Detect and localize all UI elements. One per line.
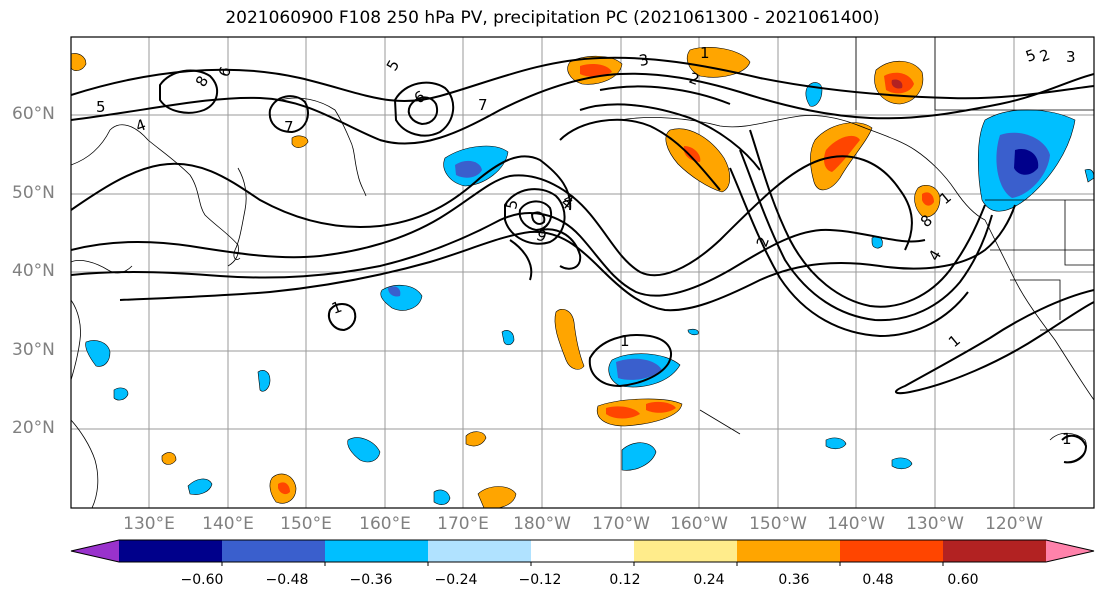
colorbar-extend-low (71, 540, 119, 562)
colorbar-segment (222, 540, 326, 562)
colorbar-segment (325, 540, 429, 562)
lon-label: 150°W (749, 514, 807, 534)
colorbar-segment (428, 540, 532, 562)
colorbar-tick-label: −0.12 (518, 572, 562, 588)
contour-label: 5 (502, 198, 521, 211)
lon-label: 150°E (280, 514, 332, 534)
lon-label: 140°W (827, 514, 885, 534)
lon-label: 140°E (202, 514, 254, 534)
colorbar-tick-label: 0.12 (609, 572, 641, 588)
lon-label: 160°E (359, 514, 411, 534)
precip-positive-regions (71, 47, 941, 508)
contour-label: 6 (215, 64, 235, 79)
contour-label: 5 (96, 98, 106, 116)
colorbar-segment (119, 540, 223, 562)
lat-label: 30°N (12, 340, 55, 360)
map-frame-content: 5 4 6 7 8 6 7 5 4 3 2 1 6 4 5 1 2 1 8 1 … (71, 37, 1094, 508)
lon-label: 130°E (123, 514, 175, 534)
contour-label: 1 (945, 331, 964, 351)
pv-contours (71, 56, 1094, 464)
contour-label: 5 (1023, 46, 1038, 66)
colorbar-extend-high (1046, 540, 1094, 562)
colorbar-tick-label: −0.24 (434, 572, 478, 588)
colorbar-segment (737, 540, 841, 562)
colorbar-segment (531, 540, 635, 562)
colorbar-outline (70, 539, 1095, 563)
map-border (70, 36, 1095, 509)
contour-label: 1 (329, 298, 344, 318)
precip-negative-regions (85, 82, 1094, 505)
lon-label: 170°E (437, 514, 489, 534)
colorbar-segment (943, 540, 1047, 562)
colorbar-tick-label: 0.36 (778, 572, 810, 588)
lat-label: 20°N (12, 418, 55, 438)
colorbar (70, 539, 1095, 566)
contour-label: 3 (1066, 48, 1076, 66)
contour-label: 1 (700, 44, 710, 62)
coastlines (71, 37, 1094, 508)
lat-label: 50°N (12, 183, 55, 203)
graticule (71, 37, 1094, 508)
colorbar-tick-label: 0.48 (862, 572, 894, 588)
contour-label: 3 (638, 51, 651, 70)
contour-label: 1 (620, 332, 630, 350)
figure-title: 2021060900 F108 250 hPa PV, precipitatio… (225, 8, 880, 28)
contour-label: 2 (753, 234, 773, 249)
colorbar-tick-label: −0.48 (265, 572, 309, 588)
colorbar-tick-label: 0.60 (947, 572, 979, 588)
lon-label: 170°W (592, 514, 650, 534)
lon-label: 130°W (906, 514, 964, 534)
colorbar-segment (634, 540, 738, 562)
colorbar-tick-label: −0.36 (349, 572, 393, 588)
contour-label: 5 (383, 57, 403, 74)
lat-label: 60°N (12, 104, 55, 124)
lon-label: 160°W (670, 514, 728, 534)
contour-label: 7 (284, 118, 294, 136)
colorbar-tick-label: −0.60 (180, 572, 224, 588)
lon-label: 120°W (985, 514, 1043, 534)
contour-label: 1 (1062, 430, 1072, 448)
lon-label: 180°W (513, 514, 571, 534)
contour-label: 2 (1037, 46, 1052, 66)
colorbar-tick-label: 0.24 (693, 572, 725, 588)
colorbar-segment (840, 540, 944, 562)
contour-label: 4 (133, 116, 148, 136)
contour-label: 7 (478, 96, 488, 114)
lat-label: 40°N (12, 261, 55, 281)
